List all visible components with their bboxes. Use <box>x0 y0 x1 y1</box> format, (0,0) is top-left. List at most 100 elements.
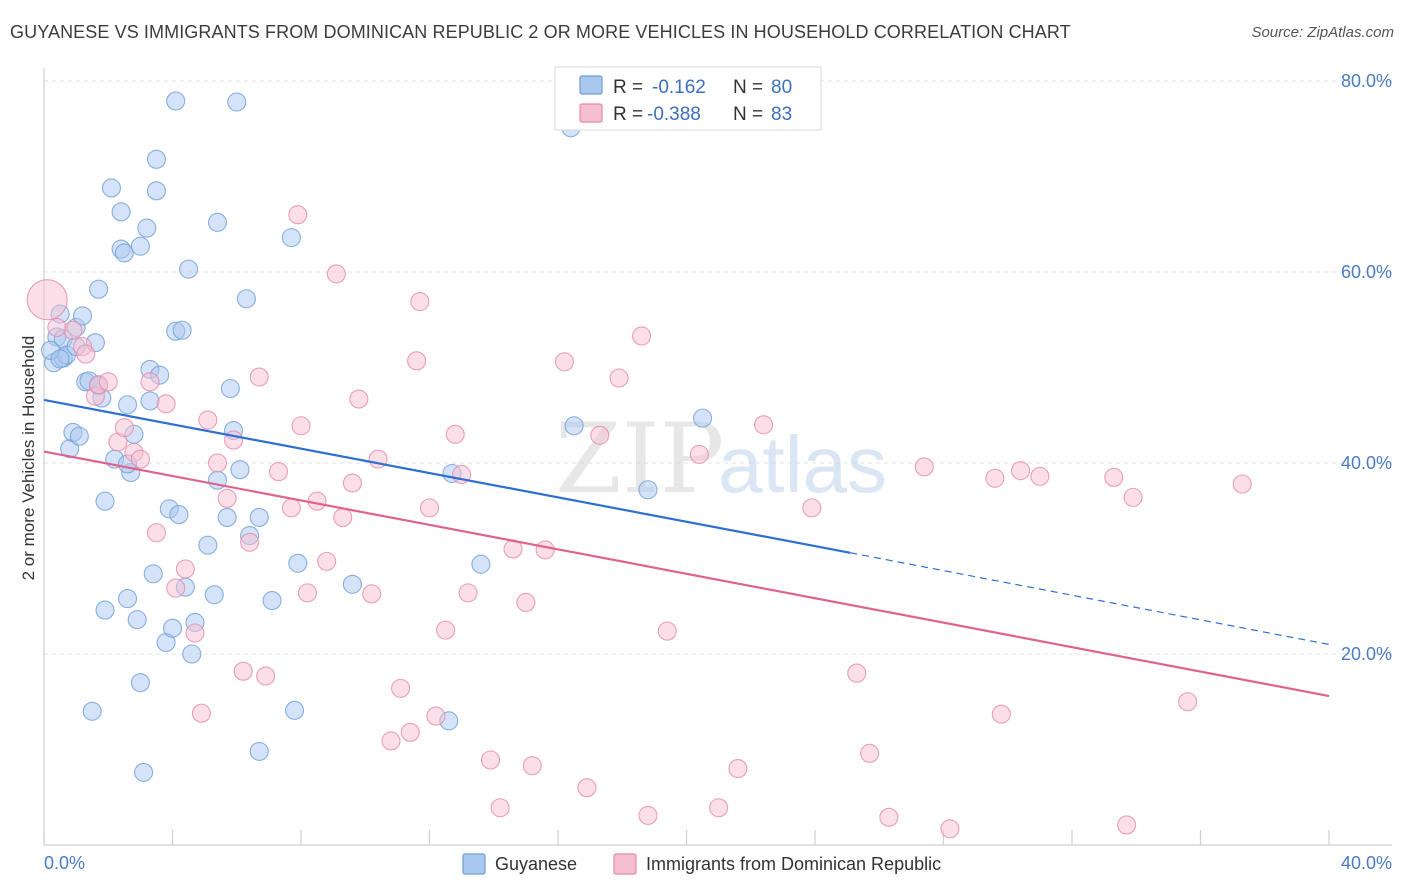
series-legend-label-guyanese: Guyanese <box>495 854 577 874</box>
guyanese-point <box>130 673 150 693</box>
y-tick-label-80: 80.0% <box>1341 71 1392 91</box>
guyanese-point <box>143 564 163 584</box>
guyanese-point <box>262 590 282 611</box>
guyanese-point <box>179 259 199 279</box>
dominican-point <box>490 798 510 818</box>
dominican-point <box>76 344 96 364</box>
chart-title: GUYANESE VS IMMIGRANTS FROM DOMINICAN RE… <box>10 22 1071 42</box>
y-tick-label-60: 60.0% <box>1341 262 1392 282</box>
dominican-point <box>522 756 542 776</box>
dominican-point <box>426 706 446 726</box>
y-tick-label-40: 40.0% <box>1341 453 1392 473</box>
guyanese-point <box>182 644 202 664</box>
guyanese-point <box>693 408 713 428</box>
guyanese-point <box>249 741 269 761</box>
guyanese-point <box>166 91 186 111</box>
dominican-point <box>400 722 420 742</box>
guyanese-point <box>564 416 584 436</box>
guyanese-point <box>134 762 154 782</box>
dominican-point <box>609 368 629 388</box>
legend-r-label-2: R = <box>613 104 643 125</box>
dominican-point <box>1011 461 1031 481</box>
guyanese-point <box>146 149 166 169</box>
guyanese-point <box>169 505 189 525</box>
dominican-point <box>240 532 260 552</box>
dominican-point <box>63 320 83 340</box>
guyanese-point <box>471 554 491 574</box>
dominican-point <box>847 663 867 683</box>
x-tick-label-40: 40.0% <box>1341 853 1392 873</box>
dominican-point <box>458 583 478 603</box>
guyanese-point <box>285 700 305 720</box>
grid-lines <box>44 80 1392 655</box>
dominican-point <box>191 703 211 723</box>
guyanese-point <box>198 535 218 555</box>
y-axis-tick-labels: 20.0% 40.0% 60.0% 80.0% <box>1341 71 1392 664</box>
dominican-point <box>1117 815 1137 835</box>
guyanese-point <box>111 202 131 222</box>
dominican-point <box>156 394 176 414</box>
dominican-point <box>391 678 411 698</box>
dominican-point <box>333 507 353 527</box>
dominican-point <box>590 425 610 445</box>
guyanese-point <box>127 610 147 630</box>
series-legend-label-dominican: Immigrants from Dominican Republic <box>646 854 941 874</box>
dominican-point <box>709 798 729 818</box>
legend-n-label-2: N = <box>733 104 763 125</box>
guyanese-point <box>82 701 102 721</box>
guyanese-point <box>114 243 134 263</box>
legend-n-value-2: 83 <box>771 104 792 125</box>
guyanese-point <box>227 92 247 112</box>
dominican-point <box>326 264 346 284</box>
dominican-point <box>291 416 311 436</box>
dominican-point <box>1030 466 1050 486</box>
dominican-point <box>728 759 748 779</box>
dominican-point <box>317 551 337 571</box>
guyanese-point <box>101 178 122 198</box>
dominican-point <box>631 326 652 346</box>
guyanese-point <box>204 585 224 605</box>
guyanese-point <box>130 236 150 256</box>
guyanese-point <box>207 212 228 232</box>
trend-lines <box>43 398 1330 698</box>
guyanese-point <box>638 480 658 500</box>
guyanese-point <box>117 589 138 609</box>
guyanese-point <box>73 306 93 326</box>
dominican-point <box>185 623 205 643</box>
dominican-point <box>381 731 401 751</box>
legend-r-value-2: -0.388 <box>647 104 701 125</box>
dominican-point <box>991 704 1011 724</box>
series-legend-swatch-dominican <box>613 853 637 875</box>
guyanese-point <box>217 507 237 527</box>
legend-swatch-dominican <box>579 103 603 123</box>
guyanese-point <box>50 349 70 369</box>
dominican-point <box>1123 487 1143 507</box>
legend-n-label-1: N = <box>733 77 763 98</box>
correlation-legend: R = -0.162 N = 80 R = -0.388 N = 83 <box>554 66 822 131</box>
guyanese-point <box>342 574 362 594</box>
watermark-atlas: atlas <box>718 420 887 509</box>
dominican-point <box>175 559 195 579</box>
dominican-point <box>754 415 774 435</box>
series-legend-swatch-guyanese <box>462 853 486 875</box>
dominican-point <box>1178 692 1198 712</box>
dominican-point <box>288 205 308 225</box>
guyanese-point <box>220 378 240 399</box>
dominican-point <box>410 292 430 312</box>
guyanese-point <box>288 553 308 573</box>
x-tick-label-0: 0.0% <box>44 853 85 873</box>
dominican-point <box>146 523 166 543</box>
dominican-point <box>689 444 709 464</box>
guyanese-point <box>230 460 250 480</box>
dominican-point <box>516 592 536 612</box>
dominican-point <box>268 462 289 482</box>
source-credit: Source: ZipAtlas.com <box>1251 24 1394 41</box>
dominican-point <box>638 805 658 825</box>
dominican-point <box>26 279 68 321</box>
guyanese-point <box>172 320 192 340</box>
y-tick-label-20: 20.0% <box>1341 644 1392 664</box>
guyanese-point <box>117 395 138 415</box>
dominican-point <box>577 778 597 798</box>
dominican-point <box>217 488 237 508</box>
legend-n-value-1: 80 <box>771 77 792 98</box>
